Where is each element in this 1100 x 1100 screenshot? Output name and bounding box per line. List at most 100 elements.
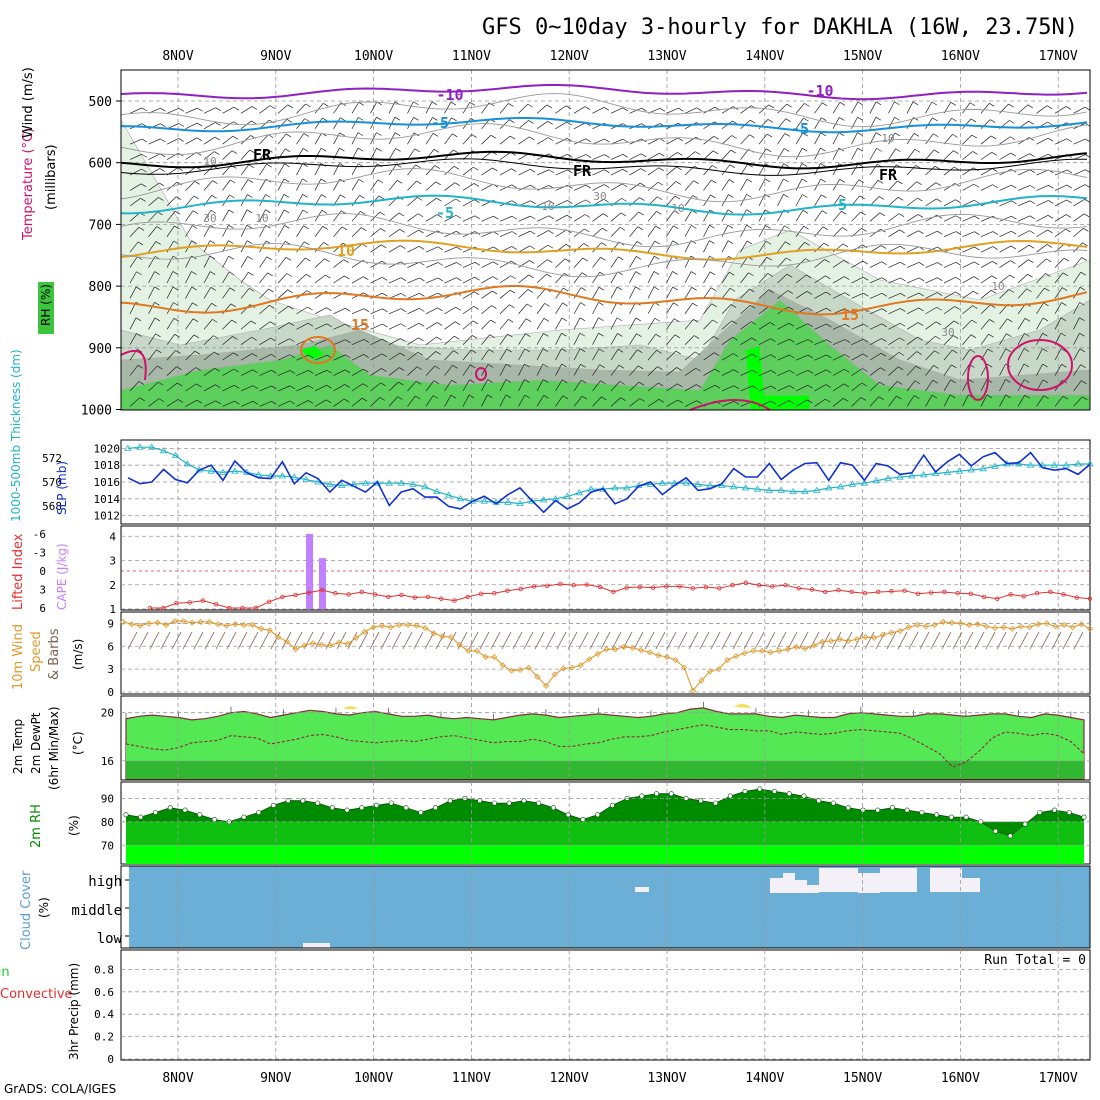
wind-barb: [721, 401, 735, 407]
wind-barb-feather: [1006, 318, 1013, 323]
wind-barb-feather: [695, 151, 701, 155]
wind-barb-feather: [713, 336, 719, 340]
wind-barb-feather: [511, 215, 518, 220]
wind-barb: [647, 255, 655, 268]
wind-barb-feather: [289, 354, 296, 359]
thickness-point: [611, 484, 619, 491]
wind-barb: [351, 354, 364, 361]
wind-barb: [814, 259, 825, 268]
wind-barb: [555, 200, 568, 207]
wind-barb: [1054, 272, 1064, 284]
wind-barb-feather: [600, 257, 606, 261]
wind-barb-feather: [547, 244, 554, 249]
wind-barb: [240, 304, 251, 315]
wind-barb: [203, 319, 213, 330]
wind-barb-feather: [636, 333, 642, 338]
wind-barb-feather: [289, 370, 296, 374]
wind-barb: [518, 363, 525, 376]
wind-barb: [185, 210, 194, 222]
wind-barb-feather: [395, 148, 401, 152]
wind-barb-feather: [696, 384, 702, 388]
wind-barb-feather: [935, 321, 942, 326]
thickness-point: [361, 479, 370, 486]
wind-barb: [832, 323, 846, 330]
wind-barb: [129, 365, 139, 376]
wind-barb: [129, 317, 137, 330]
wind-barb: [203, 368, 216, 376]
slp-tick: 1014: [94, 493, 121, 506]
wind-barb-feather: [807, 307, 813, 311]
lifted-index-point: [1008, 592, 1013, 597]
lifted-index-point: [730, 582, 735, 588]
wind-barb: [391, 631, 402, 650]
wind-barb: [166, 152, 179, 160]
slp-series: [124, 443, 1094, 514]
wind-barb: [333, 339, 346, 346]
wind-barb-feather: [302, 148, 309, 152]
rh-contour-label: 10: [991, 280, 1004, 293]
wind-barb: [814, 307, 827, 315]
lifted-index-point: [293, 592, 298, 598]
contour-plus15-cell: [300, 336, 336, 364]
wind-barb: [906, 307, 919, 315]
precip-tick: 0.4: [94, 1008, 114, 1021]
thickness-tick: 568: [42, 500, 62, 513]
wind-barb-feather: [141, 107, 147, 112]
wind-barb-feather: [765, 225, 771, 229]
wind-barb-feather: [381, 276, 388, 281]
wind-barb-feather: [604, 154, 610, 158]
wind-barb: [906, 230, 919, 238]
label-precip: 3hr Precip (mm): [67, 963, 81, 1060]
wind-barb-feather: [1042, 363, 1048, 368]
temp-grid: [121, 696, 1090, 780]
wind-barb: [518, 318, 527, 330]
wind-barb-feather: [452, 133, 458, 138]
wind-barb-feather: [135, 286, 142, 291]
wind-barb: [943, 335, 954, 345]
wind-barb-feather: [826, 369, 832, 374]
wind-barb-feather: [952, 134, 958, 138]
wind-barb: [814, 369, 827, 376]
wind-barb-feather: [417, 351, 424, 356]
wind-barb-feather: [265, 194, 271, 198]
wind-barb: [499, 304, 510, 315]
lifted-index-point: [796, 586, 801, 591]
wind-barb: [1073, 213, 1085, 222]
date-label-bottom: 11NOV: [452, 1071, 491, 1086]
wind-barb: [148, 211, 158, 222]
wind-barb: [166, 196, 177, 207]
wind-barb: [185, 107, 198, 114]
wind-barb-feather: [750, 119, 756, 124]
contour-label: -10: [436, 86, 463, 104]
wind-barb-feather: [547, 121, 553, 125]
wind-barb: [536, 363, 544, 376]
wind-barb-feather: [509, 135, 516, 140]
thickness-point: [207, 467, 215, 474]
thickness-point: [825, 484, 833, 491]
wind-barb: [592, 380, 601, 392]
wind-barb-feather: [562, 395, 569, 399]
wind-barb: [351, 276, 364, 284]
wind-barb: [536, 333, 544, 345]
wind-barb-feather: [1029, 169, 1036, 174]
wind-barb-feather: [677, 152, 683, 156]
wind-barb: [148, 182, 160, 191]
wind-barb: [573, 154, 587, 160]
thickness-point: [1050, 461, 1059, 468]
wind-barb-feather: [489, 334, 495, 338]
lifted-index-point: [412, 595, 417, 600]
wind-barb-feather: [214, 368, 220, 372]
wind-barb-feather: [1029, 200, 1036, 205]
wind-barb-feather: [825, 275, 831, 280]
wind-barb: [758, 322, 771, 330]
wind-barb-feather: [1047, 137, 1054, 142]
wind-barb: [407, 381, 417, 392]
wind-barb: [610, 227, 621, 237]
wind-barb: [962, 199, 975, 207]
wind-barb-feather: [821, 102, 828, 107]
wind-barb: [795, 226, 804, 237]
wind-barb: [740, 369, 753, 376]
wind-barb: [629, 168, 641, 176]
wind-barb-feather: [712, 150, 719, 155]
wind-barb: [303, 631, 314, 650]
